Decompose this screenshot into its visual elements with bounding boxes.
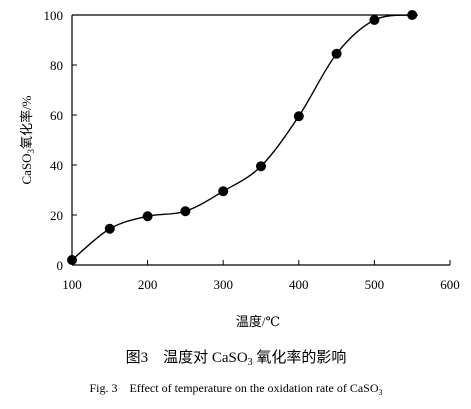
data-point: [180, 206, 191, 217]
y-tick-label: 20: [50, 208, 63, 223]
data-point: [331, 48, 342, 59]
fit-curve: [71, 14, 413, 261]
y-tick-label: 0: [57, 258, 64, 273]
y-ticks: 0 20 40 60 80 100: [44, 8, 77, 273]
data-point: [67, 255, 77, 265]
x-tick-label: 300: [213, 277, 233, 292]
y-tick-label: 100: [44, 8, 64, 23]
x-axis-label: 温度/℃: [236, 314, 280, 329]
x-tick-label: 200: [138, 277, 158, 292]
data-point: [142, 211, 153, 222]
data-point: [407, 10, 418, 20]
y-tick-label: 80: [50, 58, 63, 73]
y-axis-label: CaSO3氧化率/%: [19, 95, 36, 184]
fit-curve-layer: [71, 14, 413, 261]
x-tick-label: 400: [289, 277, 309, 292]
data-point: [369, 15, 380, 25]
y-tick-label: 40: [50, 158, 63, 173]
data-point: [104, 223, 115, 234]
figure-caption-cn: 图3 温度对 CaSO3 氧化率的影响: [126, 349, 347, 368]
data-point: [256, 161, 266, 172]
x-tick-label: 100: [62, 277, 82, 292]
x-tick-label: 600: [440, 277, 460, 292]
data-points: [67, 10, 418, 265]
x-tick-label: 500: [365, 277, 385, 292]
x-ticks: 100 200 300 400 500 600: [62, 260, 460, 292]
data-point: [218, 186, 229, 197]
figure-caption-en: Fig. 3 Effect of temperature on the oxid…: [89, 381, 382, 397]
y-tick-label: 60: [50, 108, 63, 123]
data-point: [293, 111, 304, 122]
